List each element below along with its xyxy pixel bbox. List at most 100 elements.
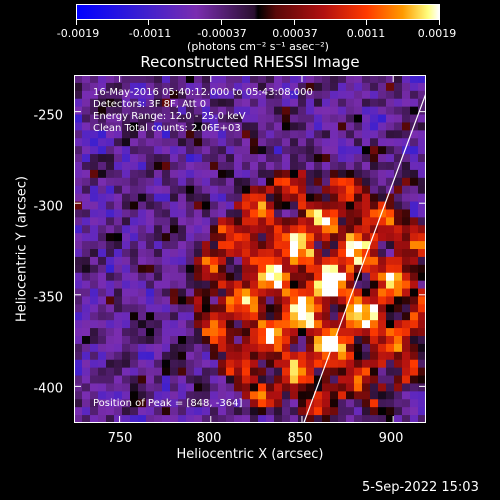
heatmap-cell (274, 106, 283, 115)
heatmap-cell (202, 272, 211, 282)
heatmap-cell (210, 169, 219, 179)
heatmap-cell (306, 304, 315, 313)
heatmap-cell (322, 399, 331, 408)
heatmap-cell (330, 162, 339, 171)
heatmap-cell (410, 280, 419, 289)
heatmap-cell (122, 169, 131, 179)
heatmap-cell (258, 185, 267, 195)
heatmap-cell (298, 209, 307, 218)
heatmap-cell (322, 146, 331, 155)
heatmap-cell (138, 177, 147, 187)
heatmap-cell (218, 399, 227, 408)
heatmap-cell (266, 351, 275, 361)
heatmap-cell (82, 130, 91, 139)
heatmap-cell (210, 351, 219, 361)
heatmap-cell (378, 82, 387, 92)
colorbar-tick (366, 20, 367, 25)
heatmap-cell (402, 90, 411, 100)
heatmap-cell (122, 264, 131, 274)
heatmap-cell (170, 177, 179, 187)
heatmap-cell (386, 98, 395, 108)
heatmap-cell (378, 233, 387, 242)
heatmap-cell (194, 185, 203, 195)
heatmap-cell (202, 391, 211, 400)
heatmap-cell (386, 122, 395, 131)
heatmap-cell (354, 256, 363, 266)
heatmap-cell (74, 90, 83, 100)
heatmap-cell (226, 272, 235, 282)
heatmap-cell (250, 154, 259, 163)
heatmap-cell (178, 351, 187, 361)
heatmap-cell (378, 169, 387, 179)
heatmap-cell (338, 98, 347, 108)
heatmap-cell (154, 177, 163, 187)
heatmap-cell (74, 391, 83, 400)
heatmap-cell (282, 415, 291, 423)
heatmap-cell (274, 312, 283, 321)
heatmap-cell (106, 90, 115, 100)
heatmap-cell (146, 241, 155, 250)
y-axis-label: Heliocentric Y (arcsec) (14, 176, 30, 322)
heatmap-cell (370, 343, 379, 353)
heatmap-cell (306, 82, 315, 92)
heatmap-cell (266, 130, 275, 139)
heatmap-cell (138, 75, 147, 84)
colorbar-tick (76, 20, 77, 25)
heatmap-cell (122, 185, 131, 195)
heatmap-cell (226, 185, 235, 195)
heatmap-cell (322, 391, 331, 400)
heatmap-cell (402, 193, 411, 202)
heatmap-cell (146, 154, 155, 163)
heatmap-cell (362, 233, 371, 242)
heatmap-cell (114, 272, 123, 282)
heatmap-cell (386, 138, 395, 147)
heatmap-cell (250, 233, 259, 242)
heatmap-cell (274, 391, 283, 400)
heatmap-cell (362, 82, 371, 92)
heatmap-cell (170, 391, 179, 400)
heatmap-cell (250, 82, 259, 92)
heatmap-cell (410, 169, 419, 179)
heatmap-cell (274, 249, 283, 258)
heatmap-cell (106, 201, 115, 210)
heatmap-cell (194, 233, 203, 242)
heatmap-cell (130, 106, 139, 115)
heatmap-cell (98, 162, 107, 171)
heatmap-cell (138, 264, 147, 274)
heatmap-cell (402, 177, 411, 187)
heatmap-cell (306, 280, 315, 289)
heatmap-cell (314, 209, 323, 218)
heatmap-cell (226, 146, 235, 155)
colorbar-tick (221, 20, 222, 25)
heatmap-cell (178, 154, 187, 163)
heatmap-cell (226, 130, 235, 139)
heatmap-cell (250, 162, 259, 171)
heatmap-cell (410, 138, 419, 147)
heatmap-cell (250, 169, 259, 179)
heatmap-cell (378, 114, 387, 123)
heatmap-cell (186, 75, 195, 84)
heatmap-cell (354, 217, 363, 226)
heatmap-cell (154, 193, 163, 202)
heatmap-cell (346, 193, 355, 202)
heatmap-cell (418, 296, 426, 305)
heatmap-cell (290, 367, 299, 376)
heatmap-cell (386, 177, 395, 187)
heatmap-cell (386, 201, 395, 210)
heatmap-cell (386, 256, 395, 266)
heatmap-cell (122, 280, 131, 289)
heatmap-cell (226, 169, 235, 179)
heatmap-cell (290, 98, 299, 108)
heatmap-cell (98, 209, 107, 218)
heatmap-cell (338, 249, 347, 258)
heatmap-cell (250, 209, 259, 218)
heatmap-cell (290, 90, 299, 100)
heatmap-cell (386, 225, 395, 234)
heatmap-cell (258, 146, 267, 155)
heatmap-cell (234, 169, 243, 179)
heatmap-cell (98, 201, 107, 210)
heatmap-cell (234, 367, 243, 376)
heatmap-cell (170, 114, 179, 123)
heatmap-cell (210, 225, 219, 234)
heatmap-cell (338, 288, 347, 297)
